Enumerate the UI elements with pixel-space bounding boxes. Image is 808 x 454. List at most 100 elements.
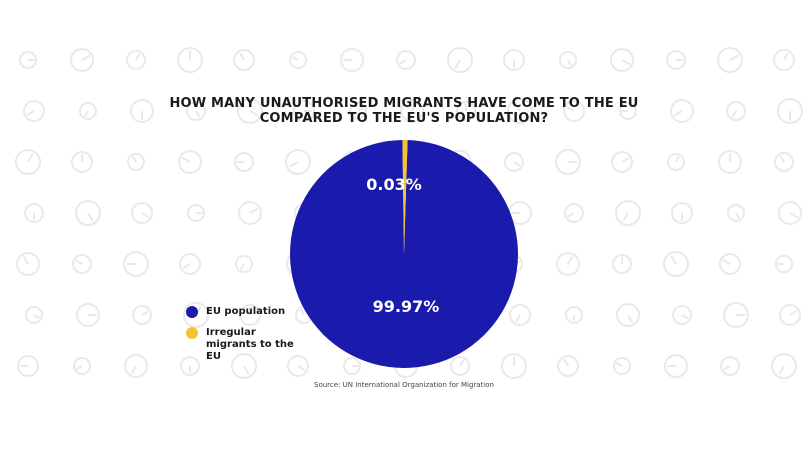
clock-icon (187, 204, 205, 222)
data-label-irregular-migrants: 0.03% (366, 175, 422, 194)
clock-icon (132, 305, 152, 325)
clock-icon (723, 302, 749, 328)
clock-icon (718, 150, 742, 174)
clock-icon (556, 252, 580, 276)
clock-icon (509, 304, 531, 326)
pie-chart: 99.97% 0.03% (290, 140, 518, 368)
clock-icon (779, 304, 801, 326)
clock-icon (76, 303, 100, 327)
clock-icon (234, 152, 254, 172)
clock-icon (70, 48, 94, 72)
pie-slice-eu-population (290, 140, 518, 368)
clock-icon (400, 99, 424, 123)
clock-icon (71, 151, 93, 173)
legend: EU population Irregular migrants to the … (186, 306, 306, 372)
clock-icon (557, 355, 579, 377)
clock-icon (131, 202, 153, 224)
clock-icon (238, 201, 262, 225)
clock-icon (503, 49, 525, 71)
clock-icon (504, 152, 524, 172)
clock-icon (79, 102, 97, 120)
legend-swatch-irregular-migrants (186, 327, 198, 339)
legend-swatch-eu-population (186, 306, 198, 318)
clock-icon (667, 153, 685, 171)
clock-icon (72, 254, 92, 274)
clock-icon (285, 149, 311, 175)
clock-icon (180, 356, 200, 376)
clock-icon (616, 303, 640, 327)
clock-icon (179, 253, 201, 275)
clock-icon (287, 355, 309, 377)
clock-icon (613, 357, 631, 375)
clock-icon (672, 305, 692, 325)
clock-icon (555, 149, 581, 175)
clock-icon (619, 102, 637, 120)
clock-icon (726, 101, 746, 121)
data-label-eu-population: 99.97% (373, 297, 440, 316)
clock-icon (563, 100, 585, 122)
clock-icon (25, 306, 43, 324)
clock-icon (507, 98, 533, 124)
clock-icon (17, 355, 39, 377)
clock-icon (777, 98, 803, 124)
clock-icon (771, 353, 797, 379)
clock-icon (75, 200, 101, 226)
legend-label-eu-population: EU population (206, 306, 286, 317)
clock-icon (670, 99, 694, 123)
clock-icon (719, 253, 741, 275)
clock-icon (231, 353, 257, 379)
clock-icon (663, 251, 689, 277)
clock-icon (24, 203, 44, 223)
clock-icon (73, 357, 91, 375)
clock-icon (396, 50, 416, 70)
legend-label-irregular-migrants: Irregular migrants to the EU (206, 327, 294, 362)
clock-icon (615, 200, 641, 226)
clock-icon (559, 51, 577, 69)
clock-icon (15, 149, 41, 175)
clock-icon (19, 51, 37, 69)
clock-icon (23, 100, 45, 122)
clock-icon (671, 202, 693, 224)
clock-icon (773, 49, 795, 71)
clock-icon (293, 100, 315, 122)
clock-icon (343, 357, 361, 375)
clock-icon (123, 251, 149, 277)
source-note: Source: UN International Organization fo… (314, 381, 494, 389)
clock-icon (178, 150, 202, 174)
clock-icon (774, 152, 794, 172)
clock-icon (501, 353, 527, 379)
clock-icon (720, 356, 740, 376)
clock-icon (340, 48, 364, 72)
legend-item-irregular-migrants: Irregular migrants to the EU (186, 327, 306, 363)
legend-item-eu-population: EU population (186, 306, 306, 318)
clock-icon (564, 203, 584, 223)
clock-icon (16, 252, 40, 276)
clock-icon (727, 204, 745, 222)
clock-icon (124, 354, 148, 378)
clock-icon (565, 306, 583, 324)
clock-icon (447, 47, 473, 73)
chart-title-line-1: HOW MANY UNAUTHORISED MIGRANTS HAVE COME… (169, 96, 639, 111)
clock-icon (664, 354, 688, 378)
clock-icon (349, 102, 367, 120)
clock-icon (610, 48, 634, 72)
clock-icon (778, 201, 802, 225)
pie-slice-irregular-migrants (402, 140, 408, 254)
clock-icon (611, 151, 633, 173)
chart-title-line-2: COMPARED TO THE EU'S POPULATION? (259, 111, 549, 126)
clock-icon (775, 255, 793, 273)
clock-icon (235, 255, 253, 273)
clock-icon (130, 99, 154, 123)
clock-icon (126, 50, 146, 70)
clock-icon (717, 47, 743, 73)
clock-icon (239, 304, 261, 326)
clock-icon (233, 49, 255, 71)
clock-icon (237, 98, 263, 124)
clock-icon (127, 153, 145, 171)
clock-icon (612, 254, 632, 274)
clock-icon (186, 101, 206, 121)
clock-icon (456, 101, 476, 121)
clock-icon (289, 51, 307, 69)
clock-icon (177, 47, 203, 73)
clock-icon (450, 356, 470, 376)
